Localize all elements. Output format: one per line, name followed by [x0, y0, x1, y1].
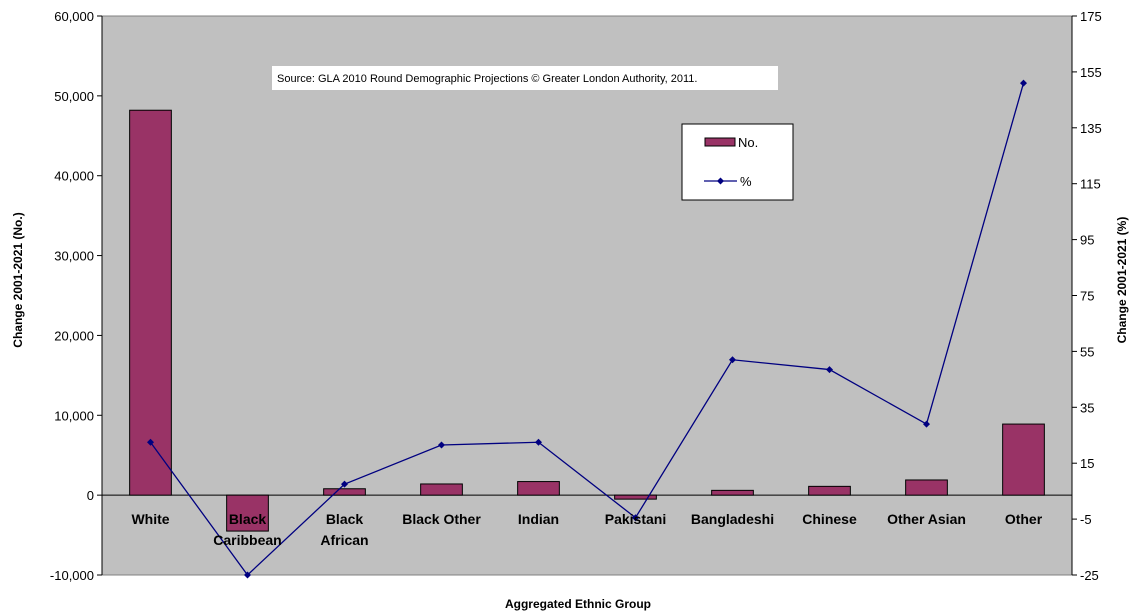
right-axis-tick-label: 115 — [1080, 177, 1101, 192]
legend-swatch-no — [704, 137, 736, 147]
line-point — [826, 366, 833, 374]
category-label: Other — [1005, 511, 1043, 527]
category-label: Bangladeshi — [691, 511, 774, 527]
legend-label-pct: % — [740, 174, 752, 189]
right-axis: -25 -5 15 35 55 75 95 115 135 155 175 — [1071, 9, 1102, 583]
legend: No. % — [681, 123, 794, 201]
y2-axis-title: Change 2001-2021 (%) — [1115, 217, 1129, 344]
legend-marker-pct — [717, 177, 724, 185]
right-axis-tick-label: 155 — [1080, 65, 1102, 80]
legend-box — [681, 123, 794, 201]
bar — [711, 489, 754, 496]
bar-series — [129, 109, 1045, 532]
bar — [905, 479, 948, 496]
line-path — [149, 82, 1025, 576]
category-labels: White Black Caribbean Black African Black Oth… — [131, 511, 1042, 548]
category-label: Black — [229, 511, 267, 527]
line-point — [729, 356, 736, 364]
category-label: Black — [326, 511, 364, 527]
left-axis-tick-label: -10,000 — [50, 568, 94, 583]
line-point — [1020, 79, 1027, 87]
left-axis-tick-label: 0 — [87, 488, 94, 503]
right-axis-tick-label: 55 — [1080, 344, 1094, 359]
line-point — [341, 480, 348, 488]
category-label: Caribbean — [213, 532, 281, 548]
right-axis-tick-label: 135 — [1080, 121, 1102, 136]
line-point — [632, 514, 639, 522]
right-axis-tick-label: 95 — [1080, 233, 1094, 248]
category-label: Indian — [518, 511, 559, 527]
bar — [226, 494, 269, 532]
category-label: Pakistani — [605, 511, 666, 527]
legend-label-no: No. — [738, 135, 758, 150]
line-point — [244, 571, 251, 579]
category-label: Other Asian — [887, 511, 966, 527]
source-annotation: Source: GLA 2010 Round Demographic Proje… — [272, 66, 778, 90]
source-annotation-text: Source: GLA 2010 Round Demographic Proje… — [277, 73, 697, 85]
bar — [420, 483, 463, 496]
y-axis-title: Change 2001-2021 (No.) — [11, 212, 25, 347]
right-axis-tick-label: -25 — [1080, 568, 1099, 583]
source-annotation-box — [272, 66, 778, 90]
category-label: African — [320, 532, 368, 548]
left-axis-tick-label: 20,000 — [54, 328, 94, 343]
line-point — [438, 441, 445, 449]
category-label: White — [131, 511, 169, 527]
bar — [614, 494, 657, 500]
right-axis-tick-label: 15 — [1080, 456, 1094, 471]
bar — [129, 109, 172, 496]
left-axis-tick-label: 10,000 — [54, 408, 94, 423]
line-point — [535, 438, 542, 446]
bar — [1002, 423, 1045, 496]
line-point — [147, 438, 154, 446]
line-series — [147, 79, 1027, 579]
right-axis-tick-label: -5 — [1080, 512, 1092, 527]
left-axis-tick-label: 60,000 — [54, 9, 94, 24]
bar — [517, 481, 560, 496]
category-label: Black Other — [402, 511, 481, 527]
right-axis-tick-label: 35 — [1080, 400, 1094, 415]
bar — [808, 485, 851, 496]
line-point — [923, 420, 930, 428]
category-label: Chinese — [802, 511, 857, 527]
x-axis-title: Aggregated Ethnic Group — [505, 597, 651, 611]
left-axis-tick-label: 30,000 — [54, 249, 94, 264]
left-axis-tick-label: 40,000 — [54, 169, 94, 184]
left-axis-tick-label: 50,000 — [54, 89, 94, 104]
right-axis-tick-label: 75 — [1080, 289, 1094, 304]
right-axis-tick-label: 175 — [1080, 9, 1102, 24]
bar — [323, 488, 366, 496]
